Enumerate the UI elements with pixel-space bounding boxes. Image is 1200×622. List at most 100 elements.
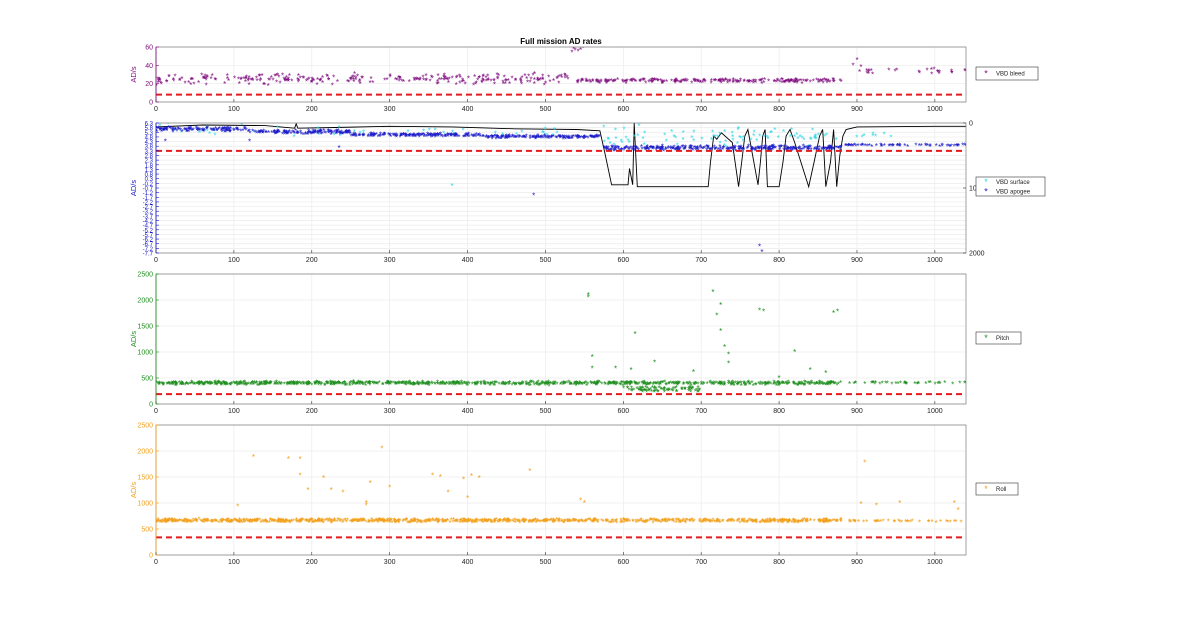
series-point-vbd-apogee: *: [707, 145, 710, 154]
series-point-pitch: *: [198, 379, 201, 388]
series-point-vbd-bleed: *: [789, 77, 792, 86]
series-point-vbd-bleed: *: [527, 73, 530, 82]
series-point-pitch: *: [685, 380, 688, 389]
series-point-vbd-apogee: *: [787, 145, 790, 154]
series-point-vbd-surface: *: [802, 136, 805, 145]
series-point-pitch: *: [742, 380, 745, 389]
series-point-pitch: *: [729, 381, 732, 390]
series-point-pitch: *: [546, 380, 549, 389]
series-point-vbd-bleed: *: [703, 77, 706, 86]
series-point-roll: *: [256, 516, 259, 525]
series-point-pitch: *: [305, 381, 308, 390]
series-point-pitch: *: [315, 379, 318, 388]
series-point-pitch: *: [800, 381, 803, 390]
series-point-vbd-apogee: *: [570, 134, 573, 143]
series-point-vbd-bleed: *: [799, 77, 802, 86]
series-point-vbd-apogee: *: [236, 126, 239, 135]
series-point-vbd-bleed: *: [787, 78, 790, 87]
series-point-vbd-bleed: *: [819, 77, 822, 86]
series-point-vbd-surface: *: [737, 126, 740, 135]
series-point-pitch: *: [213, 379, 216, 388]
series-point-roll: *: [434, 518, 437, 527]
series-point-vbd-apogee: *: [504, 134, 507, 143]
series-point-vbd-apogee: *: [635, 144, 638, 153]
series-point-roll: *: [705, 517, 708, 526]
series-point-roll: *: [524, 518, 527, 527]
legend-marker: *: [984, 484, 988, 494]
series-point-vbd-apogee: *: [408, 133, 411, 142]
series-point-vbd-bleed: *: [640, 77, 643, 86]
series-point-pitch: *: [625, 381, 628, 390]
series-point-vbd-surface: *: [553, 126, 556, 135]
series-point-roll: *: [395, 518, 398, 527]
series-point-vbd-bleed: *: [555, 75, 558, 84]
series-point-vbd-apogee: *: [652, 144, 655, 153]
series-point-roll: *: [523, 519, 526, 528]
series-point-vbd-apogee: *: [762, 145, 765, 154]
series-point-vbd-bleed: *: [287, 78, 290, 87]
series-point-pitch: *: [772, 379, 775, 388]
series-point-roll: *: [764, 519, 767, 528]
series-point-vbd-apogee: *: [583, 134, 586, 143]
series-point-vbd-bleed: *: [486, 72, 489, 81]
series-point-roll: *: [234, 517, 237, 526]
series-point-vbd-apogee: *: [849, 142, 852, 151]
series-point-vbd-apogee: *: [730, 145, 733, 154]
series-point-pitch: *: [671, 380, 674, 389]
series-point-pitch: *: [904, 380, 907, 389]
series-point-roll: *: [538, 518, 541, 527]
y-tick-label: 2000: [137, 449, 153, 456]
series-point-pitch: *: [296, 379, 299, 388]
series-point-roll: *: [769, 518, 772, 527]
series-point-vbd-bleed: *: [579, 46, 582, 55]
series-point-roll: *: [892, 518, 895, 527]
series-point-pitch: *: [720, 380, 723, 389]
series-point-vbd-apogee: *: [507, 133, 510, 142]
series-point-vbd-apogee: *: [312, 129, 315, 138]
series-point-vbd-apogee: *: [328, 129, 331, 138]
series-point-pitch: *: [181, 380, 184, 389]
series-point-vbd-bleed: *: [485, 77, 488, 86]
series-point-vbd-surface: *: [813, 135, 816, 144]
series-point-vbd-apogee: *: [400, 132, 403, 141]
series-point-pitch: *: [202, 381, 205, 390]
series-point-pitch: *: [720, 380, 723, 389]
series-point-vbd-apogee: *: [322, 127, 325, 136]
series-point-roll: *: [555, 516, 558, 525]
series-point-vbd-bleed: *: [650, 77, 653, 86]
series-point-vbd-bleed: *: [788, 79, 791, 88]
series-point-vbd-apogee: *: [212, 127, 215, 136]
series-point-vbd-bleed: *: [251, 76, 254, 85]
series-point-pitch: *: [792, 379, 795, 388]
series-point-roll: *: [711, 518, 714, 527]
series-point-vbd-apogee: *: [224, 126, 227, 135]
series-point-vbd-apogee: *: [311, 128, 314, 137]
series-point-pitch: *: [803, 379, 806, 388]
series-point-pitch: *: [245, 382, 248, 391]
series-point-roll: *: [655, 518, 658, 527]
series-point-vbd-apogee: *: [165, 127, 168, 136]
series-point-vbd-bleed: *: [467, 75, 470, 84]
x-tick-label: 100: [228, 408, 240, 415]
series-point-roll: *: [242, 519, 245, 528]
series-point-vbd-apogee: *: [399, 131, 402, 140]
series-point-vbd-apogee: *: [324, 130, 327, 139]
x-tick-label: 900: [851, 257, 863, 264]
series-point-pitch: *: [797, 379, 800, 388]
series-point-vbd-apogee: *: [417, 131, 420, 140]
series-point-roll: *: [324, 517, 327, 526]
series-point-pitch: *: [451, 380, 454, 389]
series-point-vbd-apogee: *: [427, 131, 430, 140]
series-point-vbd-apogee: *: [373, 131, 376, 140]
series-point-vbd-apogee: *: [664, 145, 667, 154]
series-point-roll: *: [949, 519, 952, 528]
series-point-vbd-apogee: *: [636, 145, 639, 154]
series-point-vbd-bleed: *: [746, 78, 749, 87]
series-point-roll: *: [498, 517, 501, 526]
series-point-pitch: *: [313, 380, 316, 389]
series-point-roll: *: [167, 517, 170, 526]
series-point-vbd-apogee: *: [420, 132, 423, 141]
series-point-vbd-bleed: *: [714, 77, 717, 86]
series-point-pitch: *: [332, 380, 335, 389]
series-point-vbd-bleed: *: [754, 77, 757, 86]
